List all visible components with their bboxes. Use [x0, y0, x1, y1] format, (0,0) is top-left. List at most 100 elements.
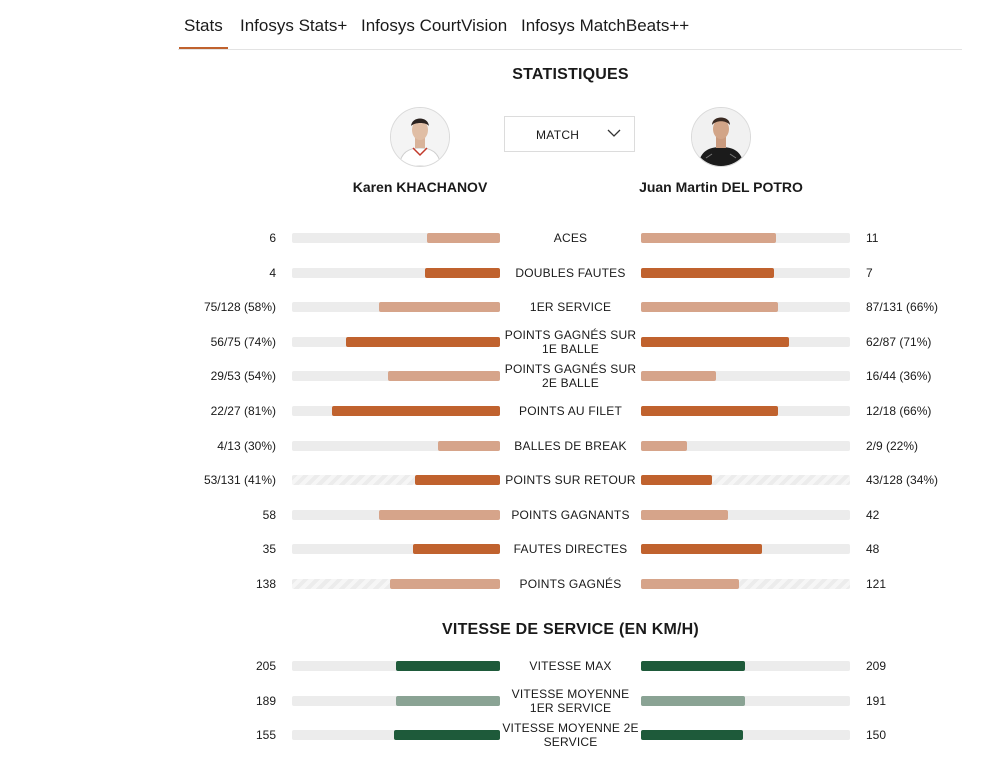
statistics-title: STATISTIQUES [512, 66, 629, 83]
left-bar-track [292, 544, 500, 555]
left-bar-track [292, 475, 500, 486]
stat-row: 22/27 (81%) POINTS AU FILET 12/18 (66%) [0, 396, 1000, 426]
left-player-value: 58 [262, 507, 276, 522]
right-bar-fill [641, 579, 739, 589]
right-bar-track [641, 406, 850, 416]
right-bar-fill [641, 544, 762, 555]
tab-stats[interactable]: Stats [179, 16, 228, 49]
stat-row: 58 POINTS GAGNANTS 42 [0, 500, 1000, 530]
right-bar-fill [641, 695, 745, 706]
right-player-name[interactable]: Juan Martin DEL POTRO [639, 179, 803, 195]
stat-label: DOUBLES FAUTES [515, 265, 626, 280]
right-bar-fill [641, 336, 789, 347]
left-player-value: 205 [255, 659, 276, 673]
left-bar-fill [396, 661, 500, 671]
right-bar-fill [641, 406, 778, 416]
right-player-avatar[interactable] [691, 107, 751, 167]
stat-label: POINTS GAGNÉS [519, 577, 622, 591]
left-player-value: 138 [255, 577, 276, 591]
left-player-value: 56/75 (74%) [210, 334, 276, 349]
stat-label: POINTS GAGNÉS SUR 1E BALLE [504, 327, 637, 356]
right-bar-fill [641, 233, 776, 243]
left-player-value: 4 [269, 265, 276, 280]
left-bar-track [292, 406, 500, 416]
stat-row: 4 DOUBLES FAUTES 7 [0, 258, 1000, 288]
right-bar-track [641, 661, 850, 671]
stat-label: VITESSE MOYENNE 2E SERVICE [502, 721, 639, 750]
left-bar-track [292, 233, 500, 243]
stat-row: 189 VITESSE MOYENNE 1ER SERVICE 191 [0, 686, 1000, 716]
tab-infosys-stats-plus[interactable]: Infosys Stats+ [240, 16, 348, 35]
stat-row: 29/53 (54%) POINTS GAGNÉS SUR 2E BALLE 16/… [0, 361, 1000, 391]
left-bar-track [292, 579, 500, 589]
stat-label: POINTS GAGNÉS SUR 2E BALLE [504, 362, 637, 391]
stat-label: 1ER SERVICE [529, 300, 612, 315]
right-bar-track [641, 302, 850, 313]
right-player-value: 209 [866, 659, 887, 673]
left-player-value: 6 [269, 231, 276, 245]
left-player-value: 53/131 (41%) [203, 473, 276, 488]
right-bar-track [641, 730, 850, 741]
left-bar-track [292, 371, 500, 382]
right-bar-fill [641, 440, 687, 451]
player-photo-icon [692, 108, 750, 166]
right-bar-track [641, 267, 850, 278]
right-bar-fill [641, 475, 712, 486]
right-player-value: 16/44 (36%) [866, 369, 932, 384]
right-bar-track [641, 233, 850, 243]
stat-row: 53/131 (41%) POINTS SUR RETOUR 43/128 (34%… [0, 465, 1000, 495]
stat-label: ACES [553, 231, 588, 245]
left-player-avatar[interactable] [390, 107, 450, 167]
left-player-value: 189 [255, 693, 276, 708]
left-bar-track [292, 730, 500, 741]
left-bar-fill [379, 302, 500, 313]
left-bar-fill [390, 579, 500, 589]
right-bar-track [641, 544, 850, 555]
right-bar-track [641, 336, 850, 347]
left-bar-track [292, 302, 500, 313]
left-bar-fill [394, 730, 500, 741]
right-bar-fill [641, 267, 774, 278]
serve-speed-title: VITESSE DE SERVICE (EN KM/H) [442, 621, 699, 638]
right-bar-track [641, 509, 850, 520]
tab-infosys-courtvision[interactable]: Infosys CourtVision [361, 16, 508, 35]
stat-row: 6 ACES 11 [0, 223, 1000, 253]
right-bar-track [641, 475, 850, 486]
chevron-down-icon [607, 129, 621, 137]
right-player-value: 2/9 (22%) [866, 438, 919, 453]
stat-row: 56/75 (74%) POINTS GAGNÉS SUR 1E BALLE 62/… [0, 327, 1000, 357]
right-player-value: 43/128 (34%) [866, 473, 939, 488]
stat-label: POINTS SUR RETOUR [505, 473, 636, 488]
stat-label: VITESSE MAX [529, 659, 612, 673]
right-bar-fill [641, 661, 745, 671]
right-player-value: 42 [866, 507, 880, 522]
left-player-value: 155 [255, 728, 276, 743]
right-player-value: 12/18 (66%) [866, 404, 932, 418]
stat-row: 155 VITESSE MOYENNE 2E SERVICE 150 [0, 720, 1000, 750]
left-player-value: 75/128 (58%) [203, 300, 276, 315]
stat-label: VITESSE MOYENNE 1ER SERVICE [511, 686, 630, 715]
left-bar-fill [332, 406, 500, 416]
left-player-name[interactable]: Karen KHACHANOV [352, 179, 488, 195]
stat-row: 205 VITESSE MAX 209 [0, 651, 1000, 681]
right-bar-fill [641, 509, 728, 520]
player-photo-icon [391, 108, 449, 166]
right-bar-fill [641, 730, 743, 741]
right-bar-fill [641, 371, 716, 382]
tab-infosys-matchbeats[interactable]: Infosys MatchBeats++ [521, 16, 690, 35]
left-bar-fill [427, 233, 500, 243]
right-player-value: 11 [866, 231, 879, 245]
right-player-value: 62/87 (71%) [866, 334, 932, 349]
right-player-value: 150 [866, 728, 887, 743]
stat-row: 35 FAUTES DIRECTES 48 [0, 534, 1000, 564]
period-select[interactable]: MATCH [504, 116, 635, 152]
stat-label: FAUTES DIRECTES [513, 542, 628, 557]
right-bar-track [641, 695, 850, 706]
stat-label: POINTS GAGNANTS [511, 507, 630, 522]
left-player-value: 4/13 (30%) [217, 438, 276, 453]
left-bar-fill [425, 267, 500, 278]
right-bar-track [641, 371, 850, 382]
left-bar-fill [396, 695, 500, 706]
stat-row: 138 POINTS GAGNÉS 121 [0, 569, 1000, 599]
